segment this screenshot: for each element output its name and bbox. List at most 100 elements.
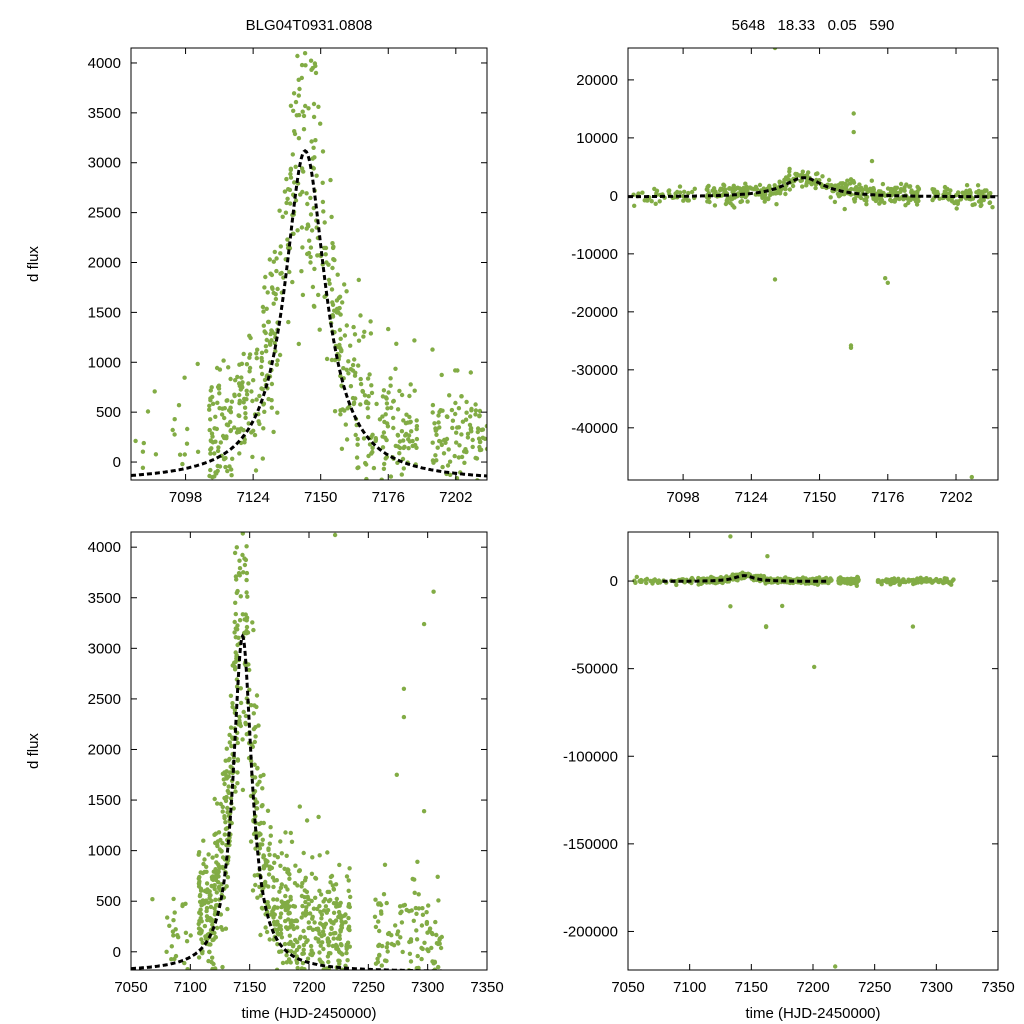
data-point [254, 397, 259, 402]
data-point [242, 562, 248, 568]
data-point [352, 332, 358, 337]
data-point [787, 169, 792, 174]
data-point [267, 257, 272, 262]
data-point [480, 427, 486, 432]
data-point [296, 77, 301, 83]
data-point [909, 190, 914, 195]
data-point [800, 575, 806, 580]
data-point [331, 975, 335, 979]
data-point [336, 909, 342, 915]
data-point [897, 582, 902, 587]
data-point [201, 861, 206, 867]
data-point [385, 406, 390, 411]
x-tick-label: 7098 [666, 489, 699, 506]
data-point [310, 916, 315, 921]
data-point [235, 642, 240, 648]
data-point [401, 984, 405, 988]
data-point [936, 579, 942, 585]
data-point [233, 600, 238, 605]
data-point [298, 934, 303, 939]
data-point [197, 874, 202, 880]
outlier-point [851, 111, 856, 116]
data-point [237, 429, 242, 434]
data-point [439, 442, 444, 448]
outlier-point [765, 554, 770, 559]
data-point [394, 341, 399, 346]
data-point [652, 186, 657, 192]
data-point [265, 808, 271, 813]
data-point [373, 961, 379, 966]
data-point [837, 580, 842, 586]
data-point [412, 388, 417, 393]
data-point [320, 149, 326, 154]
data-point [406, 433, 412, 438]
data-point [248, 839, 254, 844]
data-point [278, 931, 284, 936]
data-point [268, 825, 273, 830]
data-point [379, 1002, 383, 1006]
data-point [406, 446, 411, 451]
data-point [261, 855, 266, 860]
data-point [270, 875, 276, 880]
data-point [238, 387, 243, 392]
data-point [208, 398, 213, 403]
data-point [202, 923, 208, 929]
data-point [263, 344, 269, 349]
data-point [241, 351, 246, 357]
data-point [303, 39, 307, 43]
data-point [301, 942, 307, 948]
data-point [330, 883, 335, 888]
x-tick-label: 7350 [470, 979, 503, 996]
data-point [924, 579, 930, 584]
data-point [315, 253, 320, 258]
data-point [241, 400, 246, 405]
x-tick-label: 7150 [803, 489, 836, 506]
data-point [970, 196, 976, 201]
data-point [278, 885, 284, 890]
data-point [216, 874, 221, 879]
data-point [261, 323, 266, 328]
data-point [222, 406, 227, 411]
data-point [244, 628, 249, 634]
data-point [832, 199, 838, 205]
data-point [239, 375, 244, 380]
data-point [377, 417, 383, 422]
data-point [909, 578, 914, 583]
y-tick-label: 500 [96, 893, 121, 910]
data-point [858, 195, 864, 201]
data-point [228, 376, 233, 382]
data-point [184, 441, 190, 446]
data-point [215, 972, 219, 976]
data-point [259, 350, 265, 355]
data-point [310, 284, 316, 290]
data-point [292, 129, 297, 134]
data-point [343, 912, 348, 917]
data-point [637, 578, 642, 584]
y-tick-label: 0 [610, 573, 618, 590]
data-point [164, 949, 169, 954]
data-point [215, 400, 220, 405]
data-point [397, 388, 402, 394]
data-point [761, 186, 766, 191]
data-point [252, 432, 258, 438]
data-point [893, 185, 898, 190]
data-point [420, 906, 425, 911]
data-point [252, 739, 257, 745]
data-point [412, 338, 417, 343]
data-point [414, 928, 419, 933]
y-tick-label: -30000 [571, 362, 618, 379]
data-point [182, 375, 187, 380]
data-point [267, 864, 272, 869]
data-point [303, 899, 308, 905]
data-point [344, 323, 349, 328]
data-point [303, 43, 307, 47]
data-point [247, 352, 253, 357]
data-point [207, 949, 212, 955]
data-point [265, 319, 271, 325]
data-point [299, 915, 304, 920]
data-point [257, 421, 262, 427]
data-point [224, 884, 229, 889]
data-point [201, 838, 206, 843]
data-point [272, 853, 277, 858]
data-point [337, 327, 343, 333]
